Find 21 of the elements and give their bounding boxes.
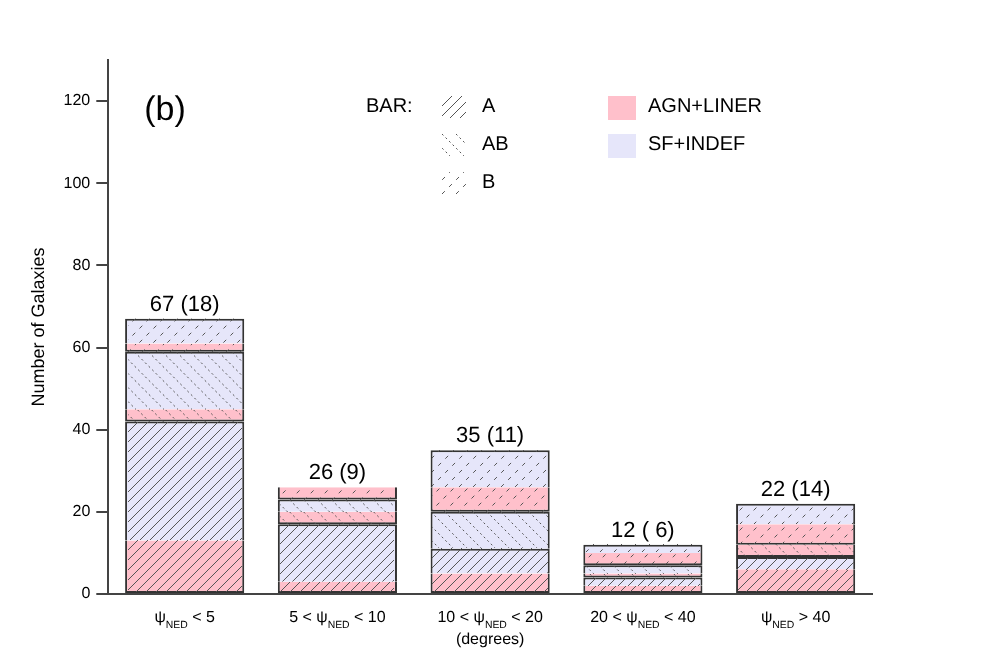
y-tick-label: 40: [72, 420, 92, 439]
text: (b): [144, 90, 186, 128]
total-label: 26 (9): [308, 461, 367, 486]
y-tick-label: 60: [72, 337, 92, 356]
total-label: 67 (18): [149, 292, 220, 317]
annotation: AB: [482, 134, 509, 156]
x-axis-title: (degrees): [455, 630, 526, 648]
total-label: 35 (11): [456, 424, 525, 449]
annotation: SF+INDEF: [648, 134, 746, 156]
y-tick-label: 20: [72, 502, 92, 521]
y-axis-title: Number of Galaxies: [27, 246, 48, 407]
annotation: AGN+LINER: [648, 96, 762, 118]
y-tick-label: 80: [72, 255, 92, 274]
annotation: A: [482, 96, 496, 118]
annotation: B: [482, 172, 496, 194]
total-label: 12 ( 6): [611, 518, 675, 543]
y-tick-label: 100: [63, 173, 92, 192]
legend-title: BAR:: [366, 96, 413, 118]
total-label: 22 (14): [760, 477, 831, 502]
y-tick-label: 0: [81, 584, 92, 603]
y-tick-label: 120: [63, 91, 92, 110]
